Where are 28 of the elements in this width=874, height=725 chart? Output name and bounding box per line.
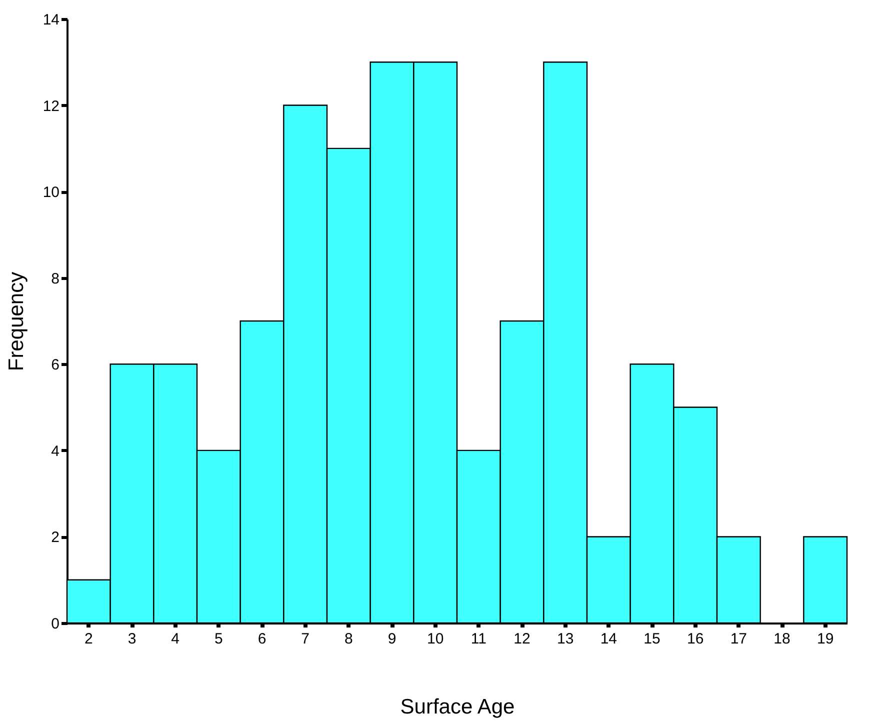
y-tick-label: 8 [51, 270, 60, 288]
y-tick-label: 2 [51, 529, 60, 546]
y-tick-label: 4 [51, 442, 60, 460]
x-tick-label: 9 [388, 630, 396, 648]
x-tick-label: 14 [600, 630, 618, 648]
x-tick-label: 2 [84, 630, 93, 648]
y-tick-label: 0 [51, 616, 60, 632]
x-tick-label: 8 [344, 630, 353, 648]
y-tick-label: 14 [42, 12, 60, 28]
y-tick-label: 12 [42, 98, 60, 115]
y-tick-label: 6 [51, 356, 60, 374]
x-tick-label: 12 [514, 630, 530, 648]
y-tick-label: 10 [42, 184, 60, 202]
x-tick-label: 10 [426, 630, 444, 648]
x-axis-title: Surface Age [400, 696, 515, 718]
x-tick-label: 5 [214, 630, 223, 648]
y-axis-title: Frequency [4, 271, 28, 372]
x-tick-label: 17 [730, 630, 748, 648]
x-tick-label: 11 [470, 630, 486, 648]
x-tick-label: 13 [556, 630, 574, 648]
x-tick-label: 18 [774, 630, 790, 648]
x-tick-label: 7 [301, 630, 310, 648]
x-tick-label: 15 [644, 630, 660, 648]
x-tick-label: 3 [128, 630, 136, 648]
x-tick-label: 19 [816, 630, 834, 648]
x-tick-label: 4 [171, 630, 180, 648]
x-tick-label: 16 [686, 630, 704, 648]
x-tick-label: 6 [258, 630, 266, 648]
